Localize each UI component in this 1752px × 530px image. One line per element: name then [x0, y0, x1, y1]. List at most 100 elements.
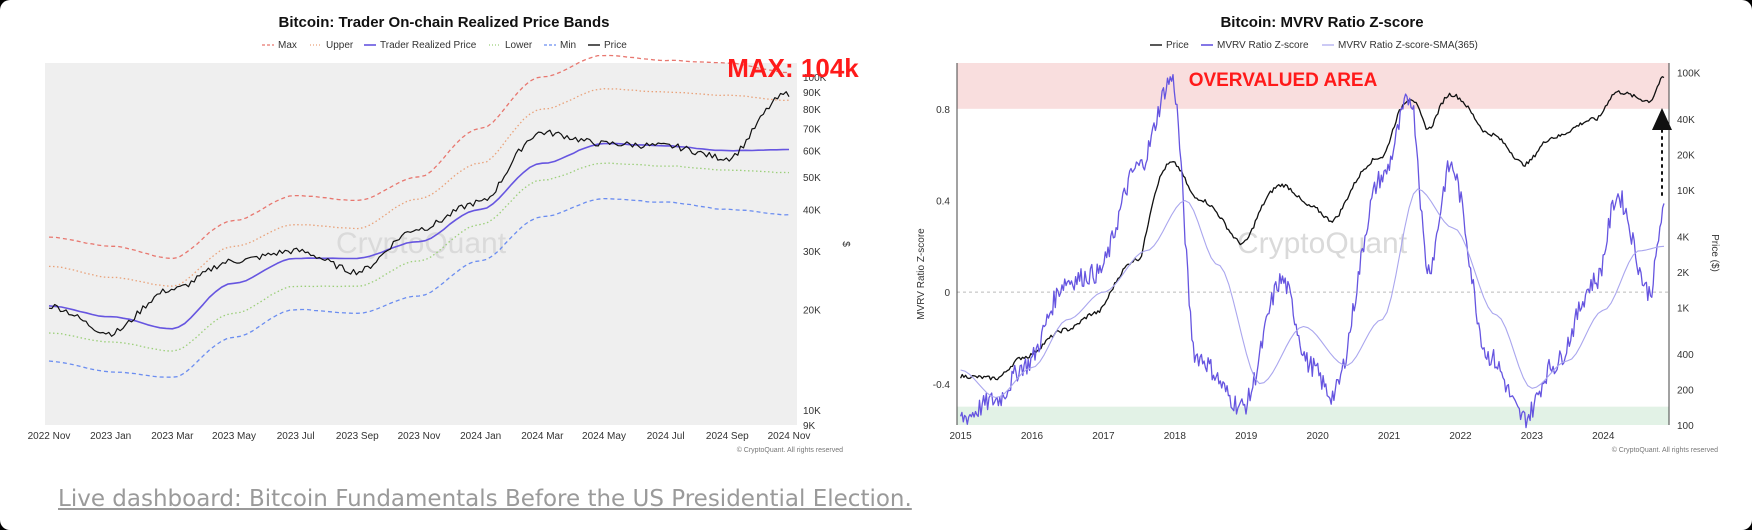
x-tick-label: 2024 Mar: [521, 431, 564, 442]
x-tick-label: 2023 May: [212, 431, 256, 442]
legend-label: Upper: [326, 40, 354, 51]
max-annotation: MAX: 104k: [727, 53, 859, 83]
series-lower: [48, 162, 790, 352]
x-tick-label: 2024 Jan: [460, 431, 501, 442]
upward-arrow-annotation: [1652, 108, 1672, 196]
copyright: © CryptoQuant. All rights reserved: [737, 446, 843, 454]
legend-label: Max: [278, 40, 297, 51]
legend-entry-mvrv-z-score-sma: MVRV Ratio Z-score-SMA(365): [1322, 40, 1478, 51]
y-tick-label: 30K: [803, 247, 821, 258]
legend-entry-min: Min: [544, 40, 576, 51]
series-price: [48, 91, 790, 337]
y-tick-label: 0.4: [936, 196, 950, 207]
y2-axis-label: Price ($): [1709, 234, 1720, 272]
y-tick-label: 50K: [803, 173, 821, 184]
chart-legend: Max Upper Trader Realized Price Lower Mi…: [262, 40, 627, 51]
chart-title: Bitcoin: Trader On-chain Realized Price …: [279, 14, 610, 31]
series-upper: [48, 88, 790, 287]
x-tick-label: 2019: [1235, 431, 1258, 442]
y-tick-label: 80K: [803, 105, 821, 116]
plot-area: [45, 63, 797, 425]
y2-tick-label: 2K: [1677, 268, 1690, 279]
legend-entry-price: Price: [588, 40, 627, 51]
x-tick-label: 2015: [949, 431, 972, 442]
series-price: [960, 76, 1665, 381]
overvalued-zone: [957, 63, 1669, 109]
x-tick-label: 2022 Nov: [28, 431, 71, 442]
x-tick-label: 2017: [1092, 431, 1115, 442]
y2-tick-label: 200: [1677, 386, 1694, 397]
legend-entry-trader-realized-price: Trader Realized Price: [364, 40, 477, 51]
x-axis-ticks: 2015 2016 2017 2018 2019 2020 2021 2022 2023 2024: [949, 431, 1614, 442]
legend-entry-upper: Upper: [310, 40, 354, 51]
y-tick-label: 0.8: [936, 105, 950, 116]
y2-tick-label: 40K: [1677, 115, 1695, 126]
y-axis-label: $: [840, 241, 851, 247]
x-tick-label: 2024 May: [582, 431, 626, 442]
x-tick-label: 2016: [1021, 431, 1044, 442]
legend-label: Price: [1166, 40, 1189, 51]
y-tick-label: 10K: [803, 406, 821, 417]
x-tick-label: 2023 Jul: [277, 431, 315, 442]
x-tick-label: 2018: [1164, 431, 1187, 442]
y-tick-label: 60K: [803, 147, 821, 158]
y2-tick-label: 4K: [1677, 233, 1690, 244]
arrow-up-icon: [1652, 108, 1672, 130]
y2-tick-label: 10K: [1677, 186, 1695, 197]
series-min: [48, 197, 790, 378]
legend-label: Price: [604, 40, 627, 51]
legend-label: Trader Realized Price: [380, 40, 477, 51]
y-tick-label: -0.4: [933, 380, 951, 391]
y2-tick-label: 100: [1677, 421, 1694, 432]
mvrv-zscore-chart: Bitcoin: MVRV Ratio Z-score Price MVRV R…: [916, 14, 1720, 454]
y-tick-label: 9K: [803, 421, 816, 432]
y-tick-label: 90K: [803, 88, 821, 99]
x-tick-label: 2023 Nov: [398, 431, 441, 442]
x-tick-label: 2024 Sep: [706, 431, 749, 442]
legend-entry-lower: Lower: [489, 40, 533, 51]
y-axis-ticks: -0.4 0 0.4 0.8: [933, 105, 951, 391]
copyright: © CryptoQuant. All rights reserved: [1612, 446, 1718, 454]
y2-tick-label: 1K: [1677, 303, 1690, 314]
x-axis-ticks: 2022 Nov 2023 Jan 2023 Mar 2023 May 2023 Jul…: [28, 431, 811, 442]
chart-title: Bitcoin: MVRV Ratio Z-score: [1220, 14, 1423, 31]
legend-entry-mvrv-z-score: MVRV Ratio Z-score: [1201, 40, 1309, 51]
legend-label: Lower: [505, 40, 533, 51]
x-tick-label: 2023 Mar: [151, 431, 194, 442]
y-tick-label: 20K: [803, 306, 821, 317]
y-axis-ticks: 9K 10K 20K 30K 40K 50K 60K 70K 80K 90K 100K: [803, 73, 827, 432]
dashboard-link[interactable]: Live dashboard: Bitcoin Fundamentals Bef…: [58, 486, 912, 512]
x-tick-label: 2024 Jul: [647, 431, 685, 442]
legend-entry-price: Price: [1150, 40, 1189, 51]
legend-label: MVRV Ratio Z-score-SMA(365): [1338, 40, 1478, 51]
trader-bands-chart: Bitcoin: Trader On-chain Realized Price …: [28, 14, 860, 454]
x-tick-label: 2022: [1449, 431, 1472, 442]
series-group: [48, 54, 790, 378]
zone-label: OVERVALUED AREA: [1189, 70, 1378, 91]
y2-tick-label: 400: [1677, 350, 1694, 361]
y-axis-label: MVRV Ratio Z-score: [916, 228, 927, 320]
watermark: CryptoQuant: [336, 227, 507, 260]
legend-label: MVRV Ratio Z-score: [1217, 40, 1309, 51]
y-tick-label: 0: [944, 288, 950, 299]
x-tick-label: 2023 Sep: [336, 431, 379, 442]
undervalued-zone: [957, 406, 1669, 425]
legend-entry-max: Max: [262, 40, 297, 51]
y-tick-label: 40K: [803, 205, 821, 216]
x-tick-label: 2024: [1592, 431, 1615, 442]
y-tick-label: 70K: [803, 124, 821, 135]
series-trader-realized-price: [48, 142, 790, 330]
y2-tick-label: 20K: [1677, 150, 1695, 161]
x-tick-label: 2023: [1521, 431, 1544, 442]
x-tick-label: 2020: [1307, 431, 1330, 442]
series-group: [959, 73, 1665, 429]
zones: OVERVALUED AREA: [957, 63, 1669, 425]
y2-axis-ticks: 100 200 400 1K 2K 4K 10K 20K 40K 100K: [1677, 68, 1701, 432]
watermark: CryptoQuant: [1237, 227, 1408, 260]
x-tick-label: 2023 Jan: [90, 431, 131, 442]
chart-legend: Price MVRV Ratio Z-score MVRV Ratio Z-sc…: [1150, 40, 1478, 51]
y2-tick-label: 100K: [1677, 68, 1701, 79]
y-tick-label: 100K: [803, 73, 827, 84]
